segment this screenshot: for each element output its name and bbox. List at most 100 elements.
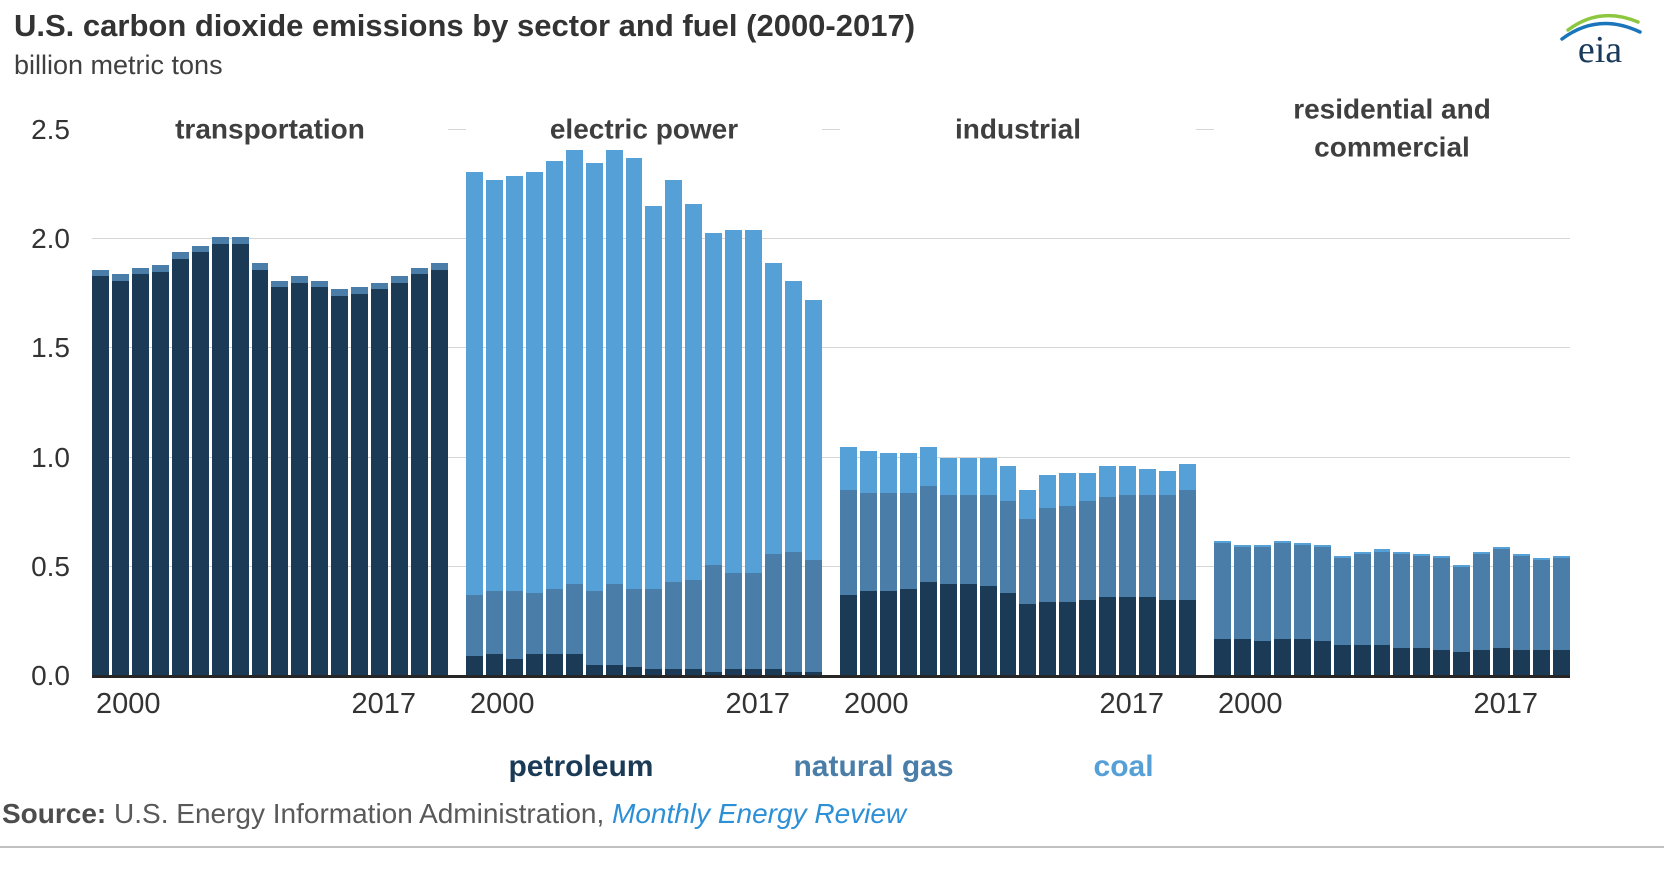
stacked-bar — [1373, 130, 1391, 676]
stacked-bar — [999, 130, 1017, 676]
bar-segment-petroleum — [879, 590, 897, 676]
bar-segment-natural-gas — [999, 501, 1017, 594]
sector-bars — [840, 130, 1196, 676]
stacked-bar — [271, 130, 289, 676]
bar-segment-coal — [1079, 472, 1097, 502]
bar-segment-natural-gas — [1353, 553, 1371, 646]
bar-segment-petroleum — [979, 586, 997, 676]
bar-segment-natural-gas — [351, 287, 369, 294]
stacked-bar — [1493, 130, 1511, 676]
bar-segment-natural-gas — [1178, 490, 1196, 600]
sector-bars — [92, 130, 448, 676]
bar-segment-coal — [1214, 540, 1231, 543]
bar-segment-natural-gas — [251, 263, 269, 270]
x-tick-label: 2017 — [1099, 688, 1164, 720]
bar-segment-natural-gas — [171, 252, 189, 259]
stacked-bar — [625, 130, 643, 676]
stacked-bar — [111, 130, 129, 676]
bar-segment-natural-gas — [859, 492, 877, 591]
bar-segment-natural-gas — [525, 593, 543, 655]
stacked-bar — [1178, 130, 1196, 676]
bar-segment-petroleum — [705, 671, 723, 676]
stacked-bar — [1059, 130, 1077, 676]
stacked-bar — [1313, 130, 1331, 676]
bar-segment-petroleum — [1099, 597, 1117, 676]
bar-segment-petroleum — [151, 271, 169, 676]
bar-segment-coal — [765, 263, 782, 554]
bar-segment-petroleum — [371, 289, 389, 676]
x-axis-baseline — [92, 675, 1570, 678]
legend-natural-gas: natural gas — [793, 750, 954, 783]
bar-segment-petroleum — [351, 293, 369, 676]
bar-segment-natural-gas — [1059, 505, 1077, 602]
bar-segment-coal — [1313, 544, 1331, 548]
bar-segment-natural-gas — [1333, 558, 1351, 646]
source-link[interactable]: Monthly Energy Review — [612, 798, 907, 829]
bar-segment-coal — [919, 446, 937, 486]
bar-segment-coal — [505, 175, 523, 591]
bar-segment-petroleum — [466, 656, 483, 676]
bar-segment-natural-gas — [466, 595, 483, 657]
stacked-bar — [1353, 130, 1371, 676]
sector-group: transportation 2000 2017 — [92, 110, 448, 720]
stacked-bar — [859, 130, 877, 676]
stacked-bar — [565, 130, 583, 676]
bar-segment-petroleum — [251, 269, 269, 676]
stacked-bar — [1079, 130, 1097, 676]
bar-segment-natural-gas — [1413, 555, 1431, 648]
bar-segment-petroleum — [411, 274, 428, 676]
stacked-bar — [351, 130, 369, 676]
bar-segment-petroleum — [92, 276, 109, 676]
bar-segment-natural-gas — [505, 590, 523, 659]
bar-segment-coal — [485, 180, 503, 591]
bar-segment-natural-gas — [231, 237, 249, 244]
bar-segment-petroleum — [765, 669, 782, 676]
stacked-bar — [1253, 130, 1271, 676]
sector-group: electric power 2000 2017 — [466, 110, 822, 720]
stacked-bar — [1214, 130, 1231, 676]
bar-segment-natural-gas — [899, 492, 917, 589]
bar-segment-coal — [840, 446, 857, 491]
bar-segment-petroleum — [1039, 601, 1057, 676]
bar-segment-natural-gas — [939, 494, 957, 585]
stacked-bar — [585, 130, 603, 676]
eia-logo: eia — [1560, 13, 1642, 70]
bar-segment-natural-gas — [745, 573, 763, 670]
stacked-bar — [525, 130, 543, 676]
stacked-bar — [466, 130, 483, 676]
bar-segment-coal — [1159, 470, 1176, 495]
bar-segment-petroleum — [1233, 638, 1251, 676]
stacked-bar — [1039, 130, 1057, 676]
stacked-bar — [939, 130, 957, 676]
bar-segment-natural-gas — [605, 584, 623, 666]
stacked-bar — [1393, 130, 1411, 676]
bar-segment-natural-gas — [565, 584, 583, 655]
bar-segment-coal — [1139, 468, 1156, 495]
legend-coal: coal — [1093, 750, 1154, 783]
bar-segment-coal — [685, 204, 703, 580]
stacked-bar — [840, 130, 857, 676]
bar-segment-coal — [1059, 472, 1077, 506]
bar-segment-natural-gas — [1079, 501, 1097, 600]
stacked-bar — [685, 130, 703, 676]
stacked-bar — [1333, 130, 1351, 676]
bar-segment-natural-gas — [92, 269, 109, 277]
sector-bars — [466, 130, 822, 676]
bar-segment-natural-gas — [705, 564, 723, 672]
bar-segment-petroleum — [1453, 651, 1471, 676]
stacked-bar — [485, 130, 503, 676]
source-label: Source: — [2, 798, 107, 829]
bar-segment-petroleum — [171, 258, 189, 676]
bar-segment-natural-gas — [1453, 566, 1471, 652]
bar-segment-petroleum — [1059, 601, 1077, 676]
bar-segment-natural-gas — [291, 276, 309, 283]
stacked-bar — [92, 130, 109, 676]
stacked-bar — [879, 130, 897, 676]
bar-segment-petroleum — [1019, 603, 1037, 676]
stacked-bar — [331, 130, 349, 676]
stacked-bar — [1513, 130, 1530, 676]
bar-segment-natural-gas — [271, 280, 289, 288]
bar-segment-petroleum — [505, 658, 523, 676]
bar-segment-natural-gas — [1253, 547, 1271, 642]
